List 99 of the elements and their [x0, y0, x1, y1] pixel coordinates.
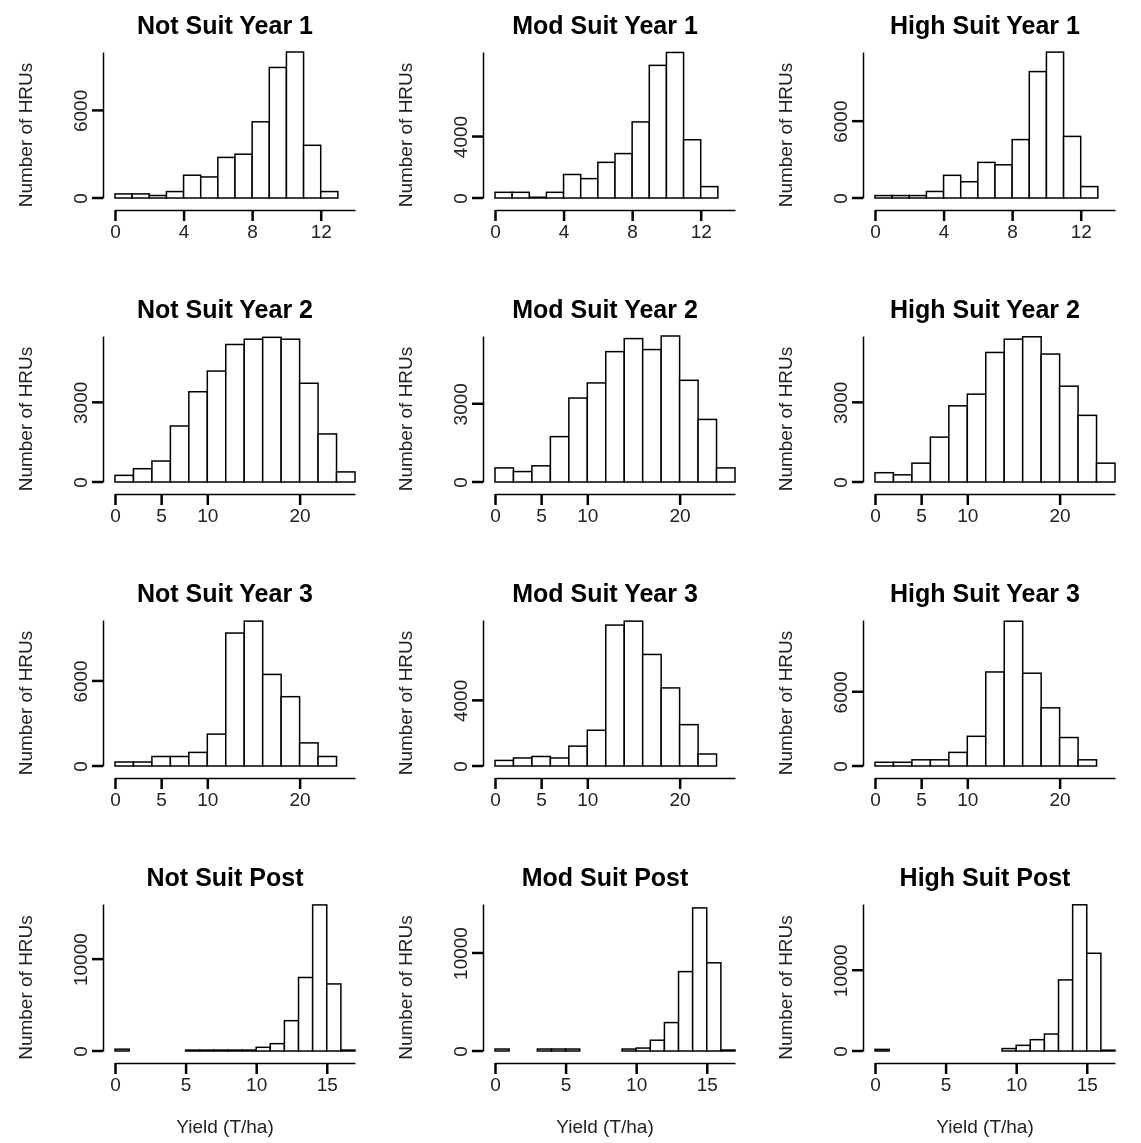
y-tick-label: 0: [70, 1046, 91, 1057]
y-tick-label: 6000: [70, 660, 91, 703]
y-tick-label: 3000: [830, 381, 851, 424]
y-axis-title: Number of HRUs: [775, 915, 796, 1060]
y-tick-label: 3000: [450, 383, 471, 426]
x-tick-label: 0: [870, 221, 881, 243]
y-tick-label: 0: [450, 1046, 471, 1057]
y-tick-label: 0: [70, 193, 91, 204]
x-tick-label: 10: [246, 1074, 268, 1096]
chart-title: Mod Suit Year 1: [512, 11, 698, 39]
x-tick-label: 8: [247, 221, 258, 243]
x-tick-label: 15: [696, 1074, 718, 1096]
x-tick-label: 0: [490, 221, 501, 243]
x-tick-label: 5: [536, 505, 547, 527]
y-axis-title: Number of HRUs: [15, 346, 36, 492]
x-tick-label: 0: [110, 789, 121, 811]
y-tick-label: 0: [450, 193, 471, 204]
x-tick-label: 5: [916, 505, 927, 527]
y-axis-title: Number of HRUs: [15, 915, 36, 1060]
x-tick-label: 20: [669, 789, 691, 811]
x-tick-label: 5: [180, 1074, 192, 1096]
x-tick-label: 12: [310, 221, 332, 243]
chart-title: High Suit Post: [899, 863, 1072, 891]
y-tick-label: 0: [830, 761, 851, 772]
y-tick-label: 4000: [450, 115, 471, 159]
x-tick-label: 10: [957, 789, 979, 811]
x-tick-label: 20: [1049, 505, 1071, 527]
x-tick-label: 0: [110, 1074, 121, 1096]
x-tick-label: 12: [690, 221, 712, 243]
y-axis-title: Number of HRUs: [775, 62, 796, 208]
chart-title: Not Suit Year 1: [137, 11, 314, 39]
y-tick-label: 6000: [830, 100, 851, 143]
y-axis-title: Number of HRUs: [395, 630, 416, 776]
chart-title: Mod Suit Year 2: [512, 295, 698, 323]
y-tick-label: 3000: [70, 381, 91, 424]
x-tick-label: 0: [490, 1074, 501, 1096]
chart-title: Not Suit Year 3: [137, 579, 313, 607]
x-axis-title: Yield (T/ha): [176, 1116, 274, 1137]
x-tick-label: 10: [626, 1074, 648, 1096]
y-tick-label: 0: [830, 477, 851, 488]
y-tick-label: 0: [830, 193, 851, 204]
y-tick-label: 6000: [830, 671, 851, 714]
y-axis-title: Number of HRUs: [15, 62, 36, 208]
x-tick-label: 5: [156, 505, 167, 527]
x-tick-label: 10: [197, 505, 219, 527]
y-tick-label: 10000: [70, 933, 91, 987]
x-tick-label: 4: [178, 221, 190, 243]
x-tick-label: 12: [1070, 221, 1092, 243]
x-axis-title: Yield (T/ha): [556, 1116, 654, 1137]
x-tick-label: 0: [490, 789, 501, 811]
x-tick-label: 10: [197, 789, 219, 811]
x-tick-label: 15: [316, 1074, 338, 1096]
y-axis-title: Number of HRUs: [395, 346, 416, 492]
chart-title: Mod Suit Year 3: [512, 579, 698, 607]
chart-title: Not Suit Year 2: [137, 295, 313, 323]
x-tick-label: 5: [536, 789, 547, 811]
x-tick-label: 15: [1076, 1074, 1098, 1096]
y-axis-title: Number of HRUs: [15, 630, 36, 776]
x-tick-label: 20: [289, 789, 311, 811]
chart-title: Mod Suit Post: [521, 863, 689, 891]
x-tick-label: 0: [110, 505, 121, 527]
y-tick-label: 0: [450, 761, 471, 772]
x-tick-label: 10: [957, 505, 979, 527]
x-tick-label: 8: [627, 221, 638, 243]
y-tick-label: 4000: [450, 679, 471, 723]
x-tick-label: 5: [940, 1074, 952, 1096]
x-tick-label: 20: [669, 505, 691, 527]
y-tick-label: 6000: [70, 89, 91, 133]
y-tick-label: 0: [70, 761, 91, 772]
y-axis-title: Number of HRUs: [775, 630, 796, 776]
x-tick-label: 10: [577, 505, 599, 527]
y-tick-label: 0: [830, 1046, 851, 1057]
x-axis-title: Yield (T/ha): [936, 1116, 1034, 1137]
y-axis-title: Number of HRUs: [395, 62, 416, 208]
x-tick-label: 8: [1007, 221, 1018, 243]
x-tick-label: 0: [870, 505, 881, 527]
x-tick-label: 20: [289, 505, 311, 527]
y-tick-label: 0: [70, 477, 91, 488]
chart-title: High Suit Year 3: [890, 579, 1080, 607]
x-tick-label: 4: [938, 221, 950, 243]
y-axis-title: Number of HRUs: [395, 915, 416, 1060]
x-tick-label: 0: [870, 1074, 881, 1096]
y-tick-label: 0: [450, 477, 471, 488]
y-tick-label: 10000: [450, 927, 471, 980]
chart-title: Not Suit Post: [146, 863, 305, 891]
y-tick-label: 10000: [830, 944, 851, 998]
x-tick-label: 20: [1049, 789, 1071, 811]
chart-title: High Suit Year 1: [890, 11, 1081, 39]
x-tick-label: 0: [110, 221, 121, 243]
x-tick-label: 5: [916, 789, 927, 811]
x-tick-label: 5: [560, 1074, 572, 1096]
chart-title: High Suit Year 2: [890, 295, 1080, 323]
x-tick-label: 0: [870, 789, 881, 811]
x-tick-label: 10: [577, 789, 599, 811]
x-tick-label: 0: [490, 505, 501, 527]
x-tick-label: 5: [156, 789, 167, 811]
x-tick-label: 4: [558, 221, 570, 243]
y-axis-title: Number of HRUs: [775, 346, 796, 492]
x-tick-label: 10: [1006, 1074, 1028, 1096]
